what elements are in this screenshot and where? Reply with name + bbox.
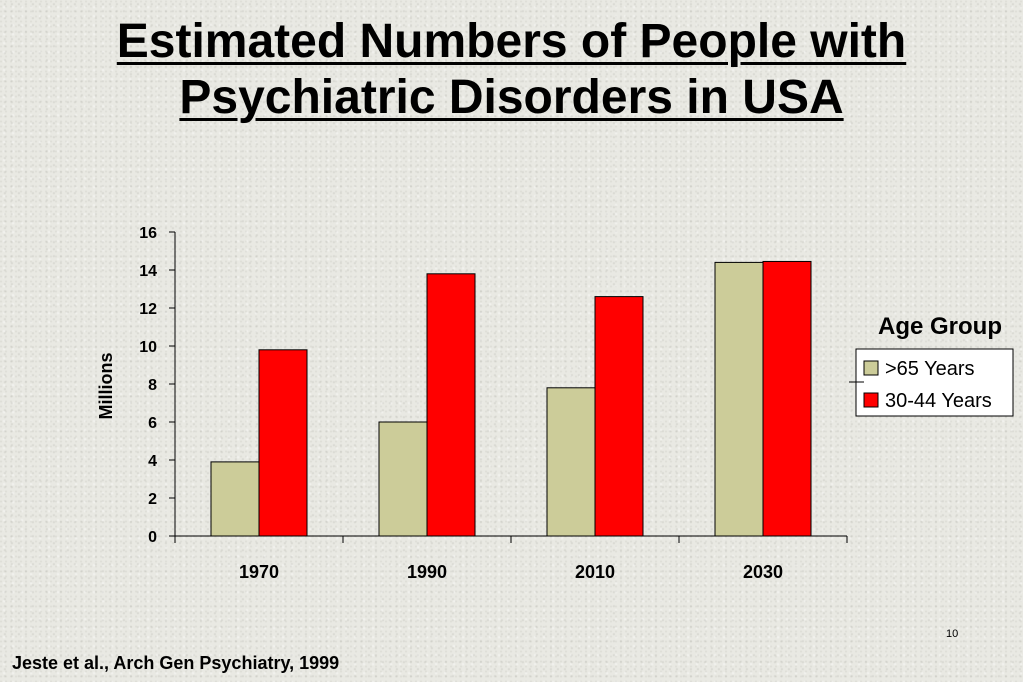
bar-30-44-2010 [594, 296, 644, 537]
y-tick-label: 12 [139, 301, 157, 318]
legend-box [855, 348, 1014, 417]
page-number: 10 [946, 628, 959, 640]
citation: Jeste et al., Arch Gen Psychiatry, 1999 [12, 653, 340, 673]
y-tick-label: 6 [148, 415, 157, 432]
bar-over-65-2030 [714, 261, 764, 537]
legend-label-over-65: >65 Years [885, 358, 975, 380]
y-tick-label: 0 [148, 529, 157, 546]
y-tick-label: 10 [139, 339, 157, 356]
bar-30-44-1970 [258, 349, 308, 537]
y-axis-label: Millions [96, 353, 116, 420]
x-tick-label: 1990 [407, 562, 447, 582]
slide-title-line-2: Psychiatric Disorders in USA [179, 71, 844, 124]
bar-30-44-2030 [762, 260, 812, 537]
y-tick-label: 14 [139, 263, 157, 280]
y-tick-label: 16 [139, 225, 157, 242]
bar-30-44-1990 [426, 273, 476, 537]
bar-chart: 0 2 4 6 8 10 12 14 16 1970 1990 2010 2030 Millions Ag… [96, 225, 1014, 582]
bar-over-65-2010 [546, 387, 596, 537]
slide-title-line-1: Estimated Numbers of People with [116, 15, 907, 68]
slide-title: Estimated Numbers of People with Psychia… [0, 14, 1023, 126]
legend-swatch-over-65 [863, 360, 879, 376]
plot-area [210, 260, 812, 537]
bar-over-65-1990 [378, 421, 428, 537]
x-tick-label: 2030 [743, 562, 783, 582]
bar-over-65-1970 [210, 461, 260, 537]
chart-legend: Age Group >65 Years 30-44 Years [849, 313, 1014, 417]
y-tick-label: 4 [148, 453, 157, 470]
x-tick-label: 1970 [239, 562, 279, 582]
legend-swatch-30-44 [863, 392, 879, 408]
legend-label-30-44: 30-44 Years [885, 390, 992, 412]
chart-axes: 0 2 4 6 8 10 12 14 16 1970 1990 2010 2030 Millions [96, 225, 848, 582]
legend-title: Age Group [878, 313, 1002, 340]
y-tick-label: 8 [148, 377, 157, 394]
y-tick-label: 2 [148, 491, 157, 508]
x-tick-label: 2010 [575, 562, 615, 582]
